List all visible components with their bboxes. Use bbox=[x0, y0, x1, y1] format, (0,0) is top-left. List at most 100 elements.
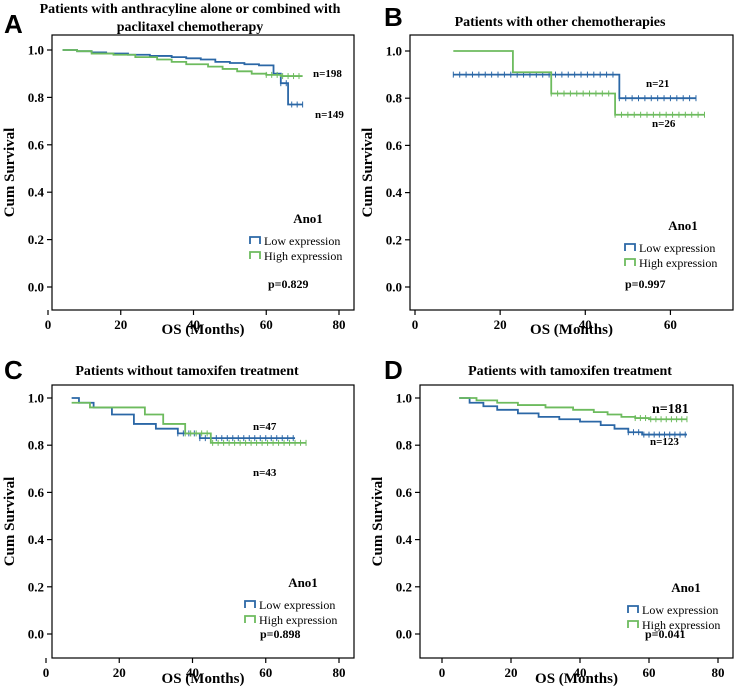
plot-frame bbox=[51, 34, 355, 311]
chart-title: paclitaxel chemotherapy bbox=[117, 20, 264, 35]
km-curve-low bbox=[62, 49, 303, 106]
km-curve-high bbox=[453, 50, 705, 116]
y-tick-label: 0.2 bbox=[28, 579, 44, 594]
n-label-high: n=26 bbox=[652, 118, 676, 130]
km-curve-high bbox=[71, 401, 307, 444]
panel-letter: A bbox=[4, 9, 23, 39]
chart-panel-d: D Patients with tamoxifen treatment 0.0 0.2… bbox=[370, 355, 734, 687]
x-tick-label: 60 bbox=[259, 665, 272, 680]
y-tick-label: 0.6 bbox=[396, 485, 413, 500]
x-axis-label: OS (Months) bbox=[162, 671, 245, 687]
legend-swatch-high bbox=[627, 620, 639, 628]
legend-swatch-high bbox=[244, 615, 256, 623]
x-tick-label: 40 bbox=[579, 317, 592, 332]
y-tick-label: 1.0 bbox=[386, 44, 402, 59]
x-tick-label: 60 bbox=[643, 665, 656, 680]
x-tick-label: 20 bbox=[114, 317, 127, 332]
y-tick-label: 0.8 bbox=[28, 90, 45, 105]
y-tick-label: 0.4 bbox=[28, 185, 45, 200]
y-tick-label: 0.2 bbox=[386, 232, 402, 247]
n-label-high: n=181 bbox=[652, 402, 689, 417]
legend-title: Ano1 bbox=[288, 575, 318, 590]
legend-label-low: Low expression bbox=[639, 241, 715, 255]
legend-label-high: High expression bbox=[264, 249, 342, 263]
plot-frame bbox=[51, 384, 355, 659]
legend-swatch-high bbox=[249, 251, 261, 259]
plot-frame bbox=[409, 34, 734, 311]
x-axis-label: OS (Months) bbox=[535, 671, 618, 687]
n-label-low: n=43 bbox=[253, 467, 277, 479]
x-tick-label: 60 bbox=[664, 317, 677, 332]
n-label-low: n=123 bbox=[650, 436, 679, 448]
y-tick-label: 0.0 bbox=[396, 627, 412, 642]
n-label-low: n=149 bbox=[315, 109, 344, 121]
y-tick-label: 1.0 bbox=[28, 43, 44, 58]
y-tick-label: 0.8 bbox=[396, 438, 413, 453]
y-tick-label: 0.6 bbox=[386, 138, 403, 153]
x-tick-label: 40 bbox=[186, 665, 199, 680]
legend-label-high: High expression bbox=[639, 256, 717, 270]
y-tick-label: 0.8 bbox=[386, 91, 403, 106]
y-tick-label: 1.0 bbox=[28, 391, 44, 406]
x-tick-label: 40 bbox=[574, 665, 587, 680]
x-tick-label: 0 bbox=[43, 665, 50, 680]
x-axis-label: OS (Months) bbox=[162, 322, 245, 338]
y-tick-label: 0.0 bbox=[28, 627, 44, 642]
chart-panel-a: A Patients with anthracyline alone or com… bbox=[2, 2, 355, 338]
p-value: p=0.997 bbox=[625, 277, 666, 291]
x-tick-label: 20 bbox=[505, 665, 518, 680]
y-tick-label: 0.0 bbox=[386, 280, 402, 295]
y-tick-label: 0.6 bbox=[28, 485, 45, 500]
n-label-high: n=198 bbox=[313, 68, 342, 80]
x-tick-label: 60 bbox=[260, 317, 273, 332]
y-tick-label: 0.4 bbox=[28, 532, 45, 547]
km-curve-high bbox=[62, 49, 303, 77]
legend-label-high: High expression bbox=[642, 618, 720, 632]
legend-label-low: Low expression bbox=[264, 234, 340, 248]
panel-letter: B bbox=[384, 2, 403, 32]
panel-letter: C bbox=[4, 355, 23, 385]
x-tick-label: 80 bbox=[333, 317, 346, 332]
y-axis-label: Cum Survival bbox=[360, 128, 376, 218]
legend-title: Ano1 bbox=[293, 211, 323, 226]
n-label-low: n=21 bbox=[646, 78, 669, 90]
x-axis-label: OS (Months) bbox=[530, 322, 613, 338]
plot-frame bbox=[419, 384, 734, 659]
y-tick-label: 0.6 bbox=[28, 137, 45, 152]
y-tick-label: 0.2 bbox=[28, 232, 44, 247]
y-tick-label: 0.4 bbox=[396, 532, 413, 547]
panel-letter: D bbox=[384, 355, 403, 385]
chart-title: Patients without tamoxifen treatment bbox=[75, 364, 299, 379]
y-axis-label: Cum Survival bbox=[2, 128, 18, 218]
legend-title: Ano1 bbox=[668, 218, 698, 233]
chart-title: Patients with other chemotherapies bbox=[455, 15, 666, 30]
legend-label-low: Low expression bbox=[642, 603, 718, 617]
x-tick-label: 0 bbox=[45, 317, 52, 332]
y-tick-label: 1.0 bbox=[396, 391, 412, 406]
x-tick-label: 40 bbox=[187, 317, 200, 332]
chart-panel-c: C Patients without tamoxifen treatment 0.0… bbox=[2, 355, 355, 687]
legend-swatch-low bbox=[627, 605, 639, 613]
p-value: p=0.829 bbox=[268, 277, 309, 291]
chart-title: Patients with tamoxifen treatment bbox=[468, 364, 672, 379]
x-tick-label: 0 bbox=[412, 317, 419, 332]
y-tick-label: 0.8 bbox=[28, 438, 45, 453]
legend-swatch-low bbox=[624, 243, 636, 251]
x-tick-label: 80 bbox=[333, 665, 346, 680]
legend-label-high: High expression bbox=[259, 613, 337, 627]
legend-swatch-low bbox=[249, 236, 261, 244]
legend-swatch-high bbox=[624, 258, 636, 266]
x-tick-label: 20 bbox=[494, 317, 507, 332]
y-axis-label: Cum Survival bbox=[2, 477, 18, 567]
legend-label-low: Low expression bbox=[259, 598, 335, 612]
y-tick-label: 0.4 bbox=[386, 185, 403, 200]
y-tick-label: 0.0 bbox=[28, 280, 44, 295]
y-tick-label: 0.2 bbox=[396, 579, 412, 594]
p-value: p=0.041 bbox=[645, 627, 686, 641]
x-tick-label: 80 bbox=[712, 665, 725, 680]
x-tick-label: 0 bbox=[439, 665, 446, 680]
n-label-high: n=47 bbox=[253, 421, 277, 433]
y-axis-label: Cum Survival bbox=[370, 477, 386, 567]
chart-title: Patients with anthracyline alone or comb… bbox=[40, 2, 341, 17]
